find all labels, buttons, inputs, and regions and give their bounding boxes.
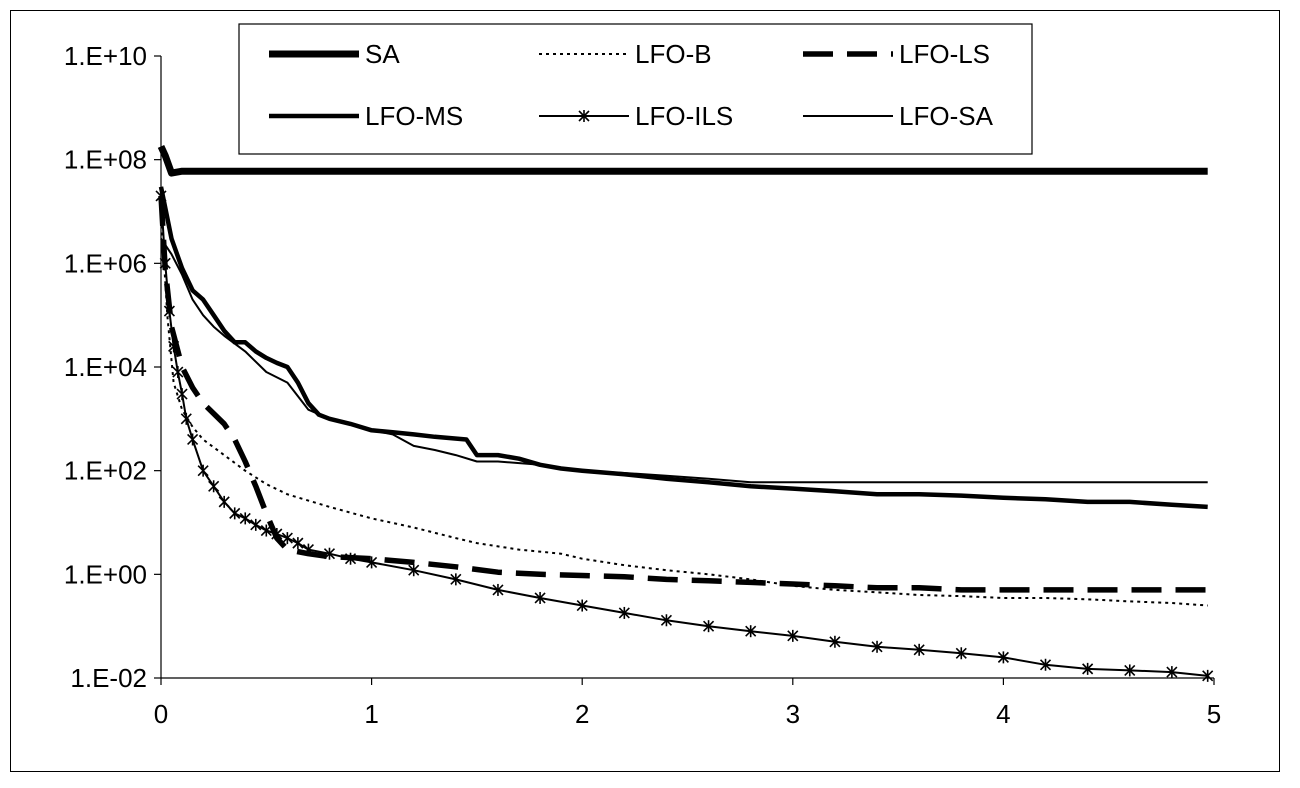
x-tick-label: 4	[996, 699, 1010, 729]
series-point-lfo-ils	[871, 640, 883, 653]
series-point-lfo-ils	[176, 388, 188, 401]
series-point-lfo-ils	[302, 543, 314, 556]
legend: SA LFO-B LFO-LS LFO-MS LFO-ILS LFO-SA	[238, 23, 1033, 155]
series-point-lfo-ils	[163, 305, 175, 318]
series-point-lfo-ils	[829, 635, 841, 648]
legend-marker-lfo-ils	[578, 110, 590, 122]
legend-item-sa: SA	[269, 39, 400, 69]
series-point-lfo-ils	[618, 606, 630, 619]
series-point-lfo-ils	[1202, 669, 1214, 682]
series-point-lfo-ils	[187, 433, 199, 446]
series-point-lfo-ils	[229, 507, 241, 520]
x-tick-label: 5	[1207, 699, 1221, 729]
series-point-lfo-ils	[366, 556, 378, 569]
legend-label-sa: SA	[365, 39, 400, 69]
y-tick-label: 1.E+06	[64, 248, 147, 278]
series-line-lfo-ls	[158, 195, 1208, 593]
series-point-lfo-ils	[576, 599, 588, 612]
series-point-lfo-ils	[292, 537, 304, 550]
legend-label-lfo-b: LFO-B	[635, 39, 712, 69]
x-tick-label: 2	[575, 699, 589, 729]
series-point-lfo-ils	[1039, 658, 1052, 671]
legend-label-lfo-ms: LFO-MS	[365, 101, 463, 131]
series-point-lfo-ils	[344, 552, 357, 565]
series-point-lfo-ils	[997, 651, 1009, 664]
y-tick-label: 1.E+10	[64, 41, 147, 71]
legend-item-lfo-ms: LFO-MS	[269, 101, 463, 131]
series-point-lfo-ils	[323, 547, 336, 560]
series-point-lfo-ils	[1124, 664, 1136, 677]
legend-label-lfo-ls: LFO-LS	[899, 39, 990, 69]
series-line-lfo-ils	[160, 195, 1208, 677]
y-tick-label: 1.E+04	[64, 352, 147, 382]
series-point-lfo-ils	[492, 583, 504, 596]
series-point-lfo-ils	[1082, 662, 1094, 675]
x-tick-label: 3	[786, 699, 800, 729]
series-point-lfo-ils	[239, 512, 251, 525]
series-point-lfo-ils	[534, 591, 546, 604]
series-layer	[155, 144, 1214, 682]
series-point-lfo-ils	[218, 495, 230, 508]
series-point-lfo-ils	[271, 527, 283, 540]
legend-item-lfo-sa: LFO-SA	[803, 101, 994, 131]
series-point-lfo-ils	[260, 524, 272, 537]
legend-label-lfo-sa: LFO-SA	[899, 101, 994, 131]
y-tick-label: 1.E+02	[64, 456, 147, 486]
series-point-lfo-ils	[281, 532, 293, 545]
y-tick-label: 1.E+08	[64, 145, 147, 175]
series-point-lfo-ils	[172, 366, 184, 379]
series-point-lfo-ils	[787, 629, 799, 642]
axes-layer: 1.E-02 1.E+00 1.E+02 1.E+04 1.E+06 1.E+08 1.E+…	[64, 41, 1221, 729]
legend-item-lfo-ls: LFO-LS	[803, 39, 990, 69]
y-tick-label: 1.E-02	[70, 663, 147, 693]
series-point-lfo-ils	[702, 620, 715, 633]
series-point-lfo-ils	[913, 643, 925, 656]
x-tick-label: 0	[154, 699, 168, 729]
series-line-sa	[157, 144, 1208, 177]
series-point-lfo-ils	[660, 614, 673, 627]
legend-box	[238, 23, 1033, 155]
series-point-lfo-ils	[159, 257, 171, 270]
series-point-lfo-ils	[955, 647, 967, 660]
series-point-lfo-ils	[208, 480, 220, 493]
series-line-lfo-ms	[158, 186, 1208, 510]
series-line-lfo-b	[160, 211, 1208, 607]
series-point-lfo-ils	[197, 464, 209, 477]
legend-item-lfo-b: LFO-B	[539, 39, 712, 69]
series-point-lfo-ils	[180, 412, 192, 425]
x-tick-label: 1	[364, 699, 378, 729]
y-tick-label: 1.E+00	[64, 559, 147, 589]
legend-label-lfo-ils: LFO-ILS	[635, 101, 733, 131]
series-point-lfo-ils	[450, 573, 462, 586]
line-chart: 1.E-02 1.E+00 1.E+02 1.E+04 1.E+06 1.E+08 1.E+…	[64, 23, 1221, 729]
series-point-lfo-ils	[745, 625, 757, 638]
series-point-lfo-ils	[1166, 666, 1178, 679]
chart-frame: 1.E-02 1.E+00 1.E+02 1.E+04 1.E+06 1.E+08 1.E+…	[10, 10, 1280, 772]
legend-item-lfo-ils: LFO-ILS	[539, 101, 733, 131]
series-point-lfo-ils	[250, 518, 262, 531]
series-point-lfo-ils	[408, 564, 420, 577]
series-point-lfo-ils	[168, 340, 180, 353]
series-line-lfo-sa	[160, 238, 1208, 484]
